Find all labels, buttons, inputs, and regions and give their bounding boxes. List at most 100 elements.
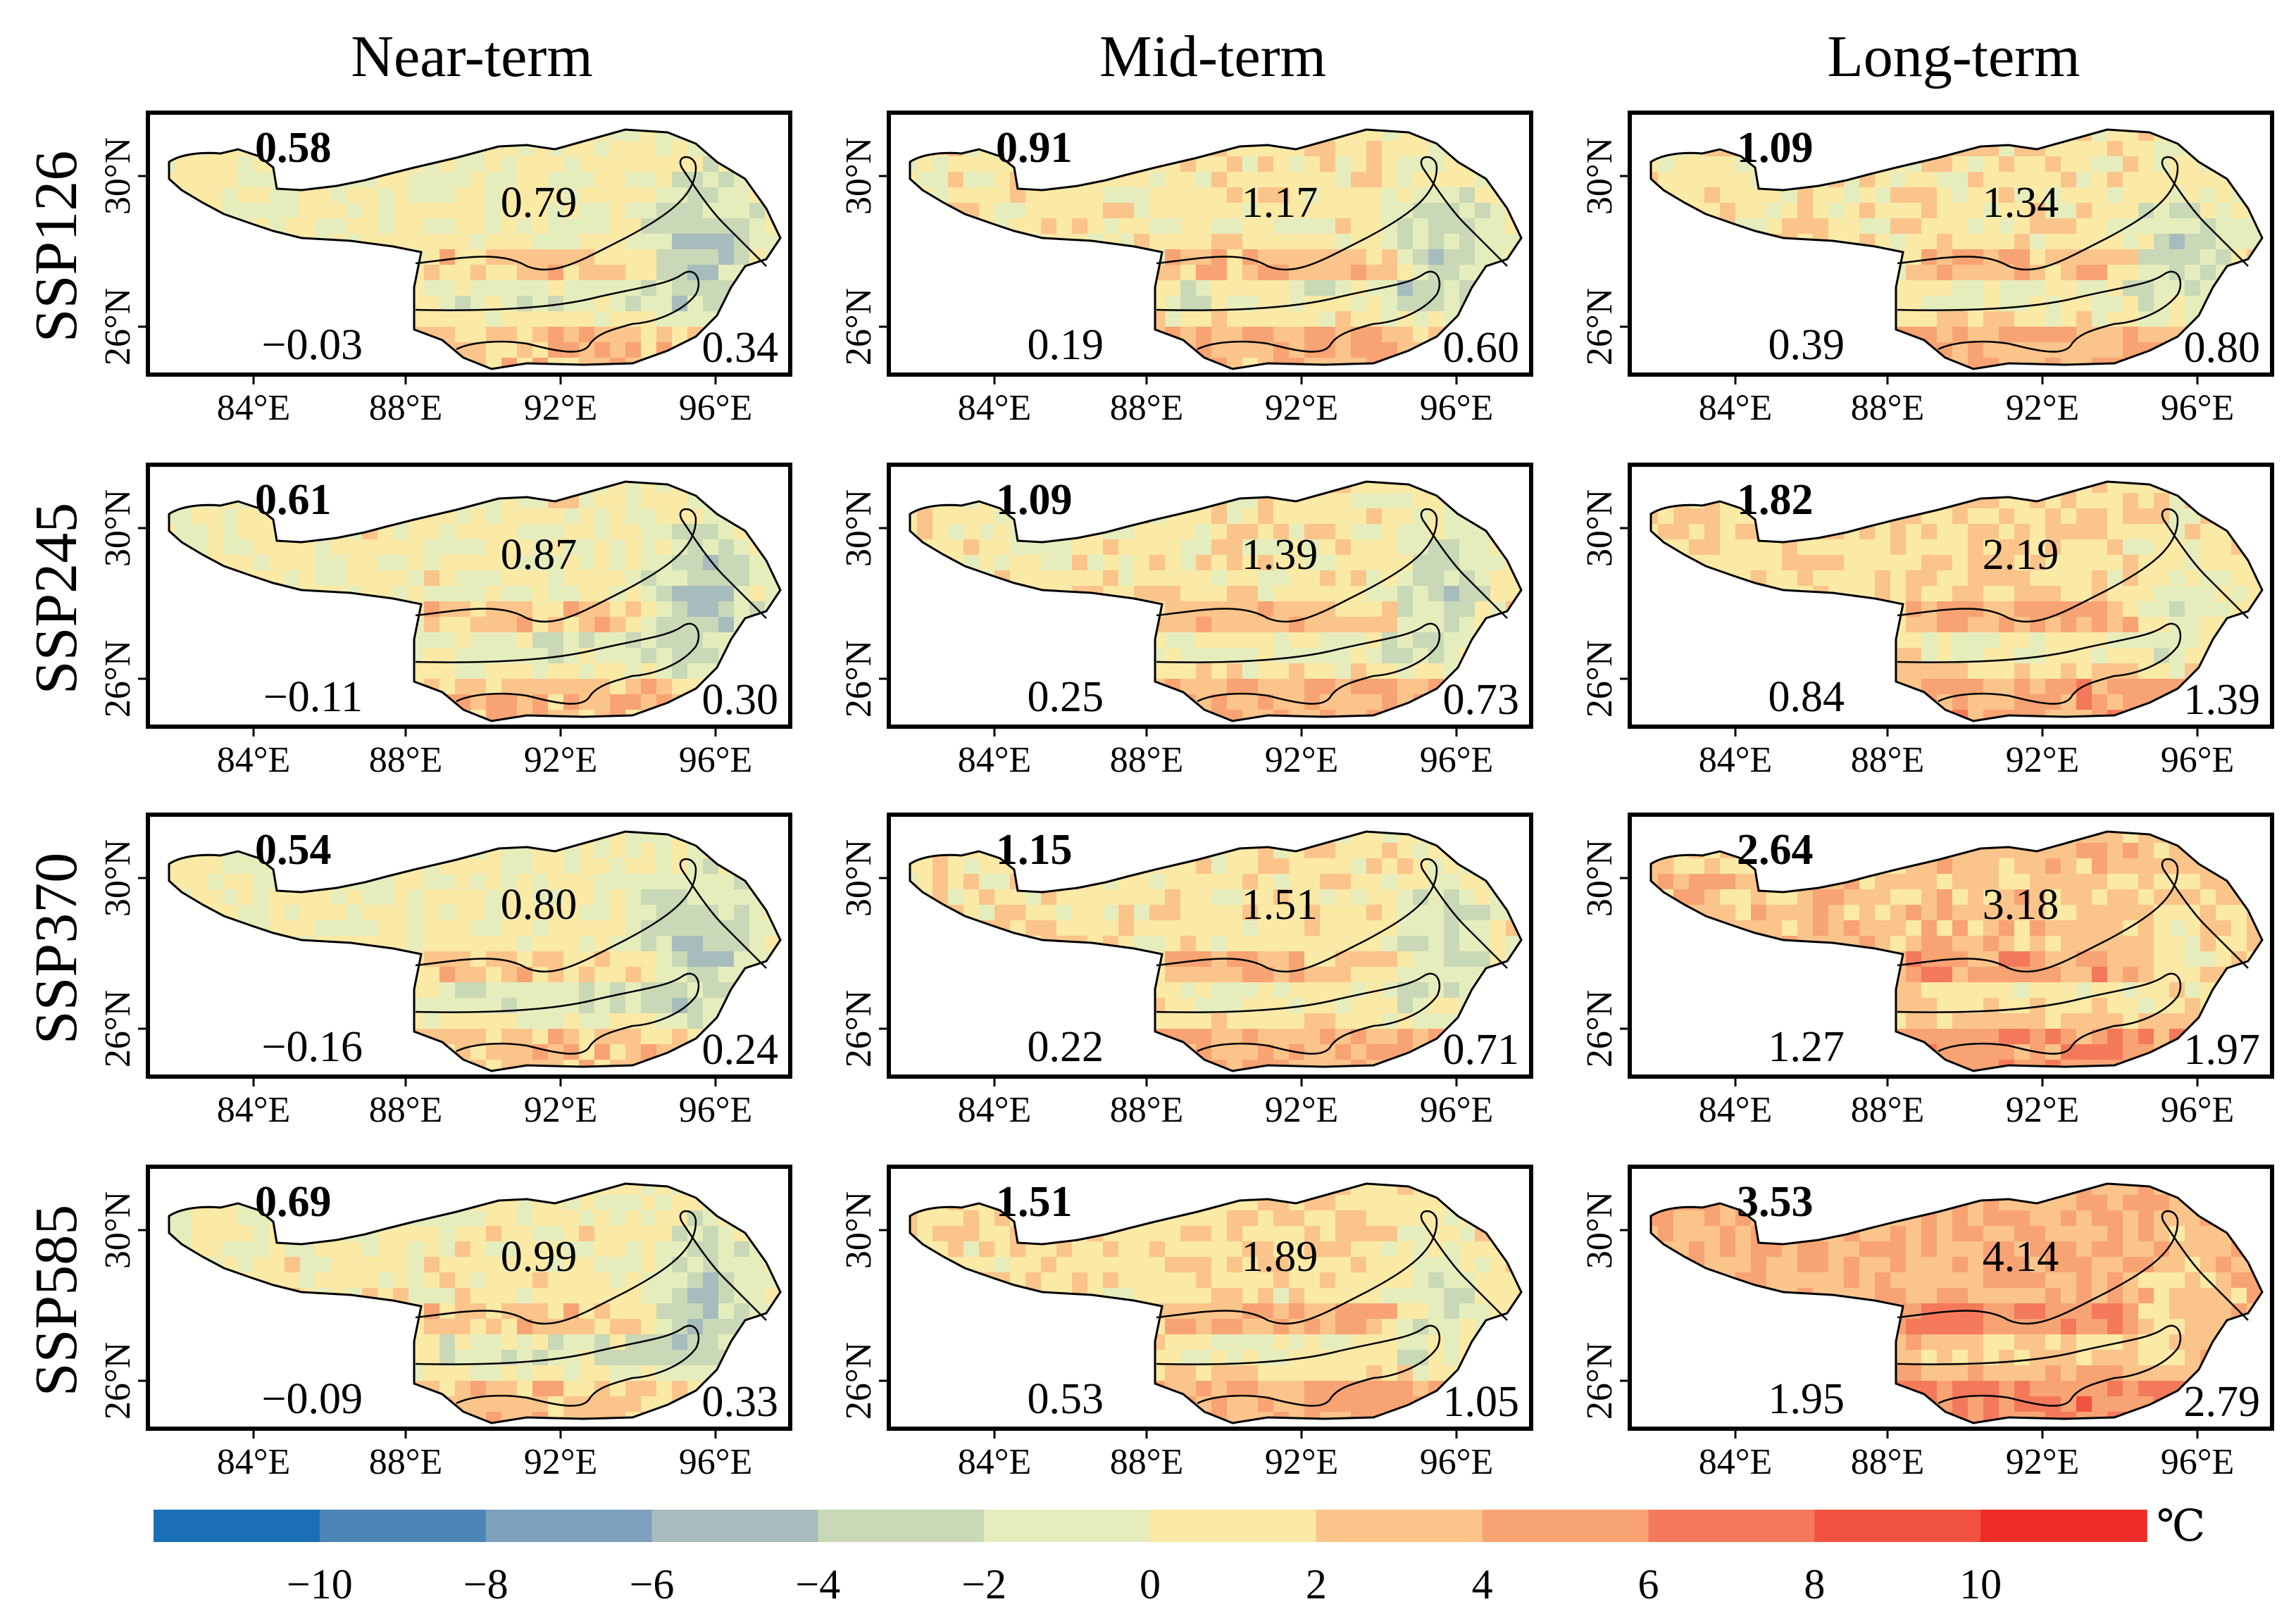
x-tick-label: 96°E (2161, 388, 2235, 428)
y-tick-label: 30°N (1580, 1191, 1620, 1269)
row-label: SSP126 (22, 151, 89, 343)
x-tick-label: 96°E (2161, 740, 2235, 780)
sub-basin-line (1897, 1324, 2182, 1407)
y-tick-label: 26°N (98, 1342, 138, 1420)
x-tick-label: 88°E (1851, 1442, 1925, 1482)
x-tick-label: 84°E (958, 1442, 1032, 1482)
x-tick-label: 88°E (369, 1442, 443, 1482)
colorbar-tick-label: 8 (1804, 1561, 1825, 1604)
sub-basin-line (1897, 156, 2249, 271)
y-tick-label: 30°N (1580, 137, 1620, 215)
colorbar-tick-label: 10 (1959, 1561, 2002, 1604)
x-tick-label: 84°E (217, 1442, 291, 1482)
middle-region-value: −0.16 (262, 1023, 363, 1071)
colorbar-tick-label: −6 (630, 1561, 675, 1604)
y-tick-label: 26°N (839, 990, 879, 1067)
x-tick-label: 96°E (2161, 1442, 2235, 1482)
y-tick-label: 26°N (1580, 990, 1620, 1067)
x-tick-label: 88°E (1110, 740, 1184, 780)
colorbar-swatch (651, 1510, 819, 1542)
middle-region-value: −0.09 (262, 1375, 363, 1423)
x-tick-label: 96°E (679, 1442, 753, 1482)
y-tick-label: 26°N (1580, 1342, 1620, 1420)
row-label: SSP370 (22, 853, 89, 1045)
sub-basin-line (1156, 972, 1441, 1055)
basin-mean-value: 1.09 (996, 476, 1073, 524)
colorbar-tick-label: −8 (463, 1561, 509, 1604)
map-panel: 0.54 0.80 −0.16 0.24 30°N 26°N 84°E 88°E 92°E 96°… (98, 813, 792, 1130)
lower-region-value: 0.60 (1443, 324, 1520, 372)
x-tick-label: 92°E (1265, 1090, 1339, 1130)
y-tick-label: 30°N (839, 489, 879, 567)
x-tick-label: 84°E (1699, 1442, 1773, 1482)
y-tick-label: 30°N (1580, 839, 1620, 917)
sub-basin-line (1897, 622, 2182, 705)
lower-region-value: 0.33 (702, 1378, 779, 1426)
colorbar-swatch (818, 1510, 985, 1542)
basin-mean-value: 1.51 (996, 1178, 1073, 1226)
upper-region-value: 0.79 (501, 179, 578, 227)
basin-mean-value: 1.09 (1737, 124, 1814, 172)
y-tick-label: 30°N (98, 137, 138, 215)
x-tick-label: 88°E (1851, 388, 1925, 428)
map-panel: 0.91 1.17 0.19 0.60 30°N 26°N 84°E 88°E 92°E 96°E (839, 111, 1533, 428)
map-panel: 1.09 1.34 0.39 0.80 30°N 26°N 84°E 88°E 92°E 96°E (1580, 111, 2274, 428)
sub-basin-line (1156, 1324, 1441, 1407)
lower-region-value: 1.05 (1443, 1378, 1520, 1426)
x-tick-label: 88°E (1851, 740, 1925, 780)
lower-region-value: 2.79 (2184, 1378, 2261, 1426)
x-tick-label: 96°E (679, 388, 753, 428)
sub-basin-line (415, 156, 767, 271)
x-tick-label: 84°E (958, 1090, 1032, 1130)
upper-region-value: 0.99 (501, 1233, 578, 1281)
colorbar-swatch (1648, 1510, 1816, 1542)
y-tick-label: 26°N (1580, 640, 1620, 718)
colorbar-swatch (1980, 1510, 2147, 1542)
x-tick-label: 84°E (217, 740, 291, 780)
y-tick-label: 30°N (98, 489, 138, 567)
middle-region-value: 0.19 (1028, 321, 1104, 369)
map-panel: 0.61 0.87 −0.11 0.30 30°N 26°N 84°E 88°E 92°E 96°… (98, 463, 792, 780)
colorbar-swatch (319, 1510, 487, 1542)
colorbar-swatch (154, 1510, 320, 1542)
map-panel: 0.58 0.79 −0.03 0.34 30°N 26°N 84°E 88°E 92°E 96°… (98, 111, 792, 428)
sub-basin-line (1897, 858, 2249, 973)
upper-region-value: 1.17 (1242, 179, 1318, 227)
sub-basin-line (1897, 270, 2182, 353)
lower-region-value: 0.71 (1443, 1026, 1520, 1074)
y-tick-label: 26°N (839, 640, 879, 718)
map-panel: 1.51 1.89 0.53 1.05 30°N 26°N 84°E 88°E 92°E 96°E (839, 1165, 1533, 1482)
map-panel: 1.09 1.39 0.25 0.73 30°N 26°N 84°E 88°E 92°E 96°E (839, 463, 1533, 780)
x-tick-label: 84°E (217, 1090, 291, 1130)
sub-basin-line (1156, 1210, 1508, 1325)
x-tick-label: 88°E (1110, 1442, 1184, 1482)
x-tick-label: 92°E (524, 388, 598, 428)
lower-region-value: 0.73 (1443, 676, 1520, 724)
x-tick-label: 88°E (369, 1090, 443, 1130)
basin-mean-value: 0.61 (255, 476, 332, 524)
y-tick-label: 30°N (98, 1191, 138, 1269)
map-panel: 1.82 2.19 0.84 1.39 30°N 26°N 84°E 88°E 92°E 96°E (1580, 463, 2274, 780)
sub-basin-line (415, 972, 700, 1055)
upper-region-value: 1.34 (1983, 179, 2059, 227)
y-tick-label: 26°N (839, 1342, 879, 1420)
map-panel: 0.69 0.99 −0.09 0.33 30°N 26°N 84°E 88°E 92°E 96°… (98, 1165, 792, 1482)
colorbar-tick-label: −2 (961, 1561, 1006, 1604)
column-title: Mid-term (1099, 24, 1326, 89)
y-tick-label: 26°N (98, 288, 138, 365)
y-tick-label: 26°N (839, 288, 879, 365)
y-tick-label: 26°N (98, 640, 138, 718)
colorbar-swatch (1814, 1510, 1981, 1542)
colorbar-tick-label: 4 (1472, 1561, 1493, 1604)
colorbar-unit: ℃ (2157, 1503, 2205, 1550)
map-panel: 2.64 3.18 1.27 1.97 30°N 26°N 84°E 88°E 92°E 96°E (1580, 813, 2274, 1130)
x-tick-label: 96°E (1420, 388, 1494, 428)
colorbar-tick-label: 6 (1638, 1561, 1659, 1604)
x-tick-label: 92°E (1265, 1442, 1339, 1482)
sub-basin-line (415, 1324, 700, 1407)
x-tick-label: 84°E (217, 388, 291, 428)
sub-basin-line (1156, 270, 1441, 353)
colorbar-tick-label: −10 (287, 1561, 353, 1604)
upper-region-value: 2.19 (1983, 531, 2059, 579)
x-tick-label: 96°E (1420, 1090, 1494, 1130)
